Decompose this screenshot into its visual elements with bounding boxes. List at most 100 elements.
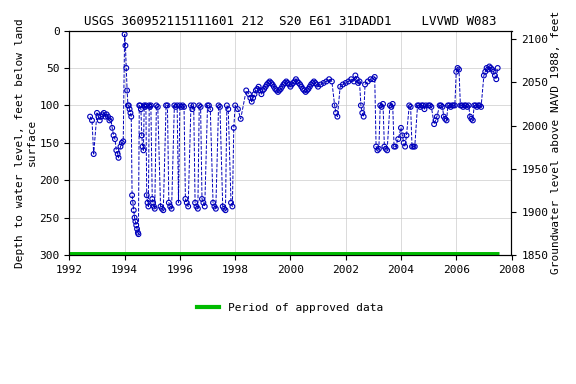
Point bbox=[95, 118, 104, 124]
Point bbox=[487, 66, 497, 73]
Point bbox=[409, 144, 418, 150]
Point bbox=[475, 103, 484, 109]
Point bbox=[492, 76, 501, 82]
Point bbox=[452, 69, 461, 75]
Point bbox=[253, 86, 262, 92]
Point bbox=[456, 103, 465, 109]
Point bbox=[417, 103, 426, 109]
Point bbox=[331, 110, 340, 116]
Point bbox=[121, 43, 130, 49]
Point bbox=[294, 80, 304, 86]
Point bbox=[449, 103, 458, 109]
Point bbox=[147, 196, 157, 202]
Point bbox=[141, 103, 150, 109]
Point bbox=[313, 84, 323, 90]
Point bbox=[298, 86, 308, 92]
Point bbox=[139, 147, 148, 153]
Point bbox=[493, 65, 502, 71]
Point bbox=[385, 103, 395, 109]
Point bbox=[341, 80, 350, 86]
Point bbox=[286, 84, 295, 90]
Point bbox=[431, 118, 440, 124]
Point bbox=[355, 78, 364, 84]
Point bbox=[287, 81, 297, 88]
Point bbox=[435, 103, 444, 109]
Point bbox=[406, 104, 415, 110]
Point bbox=[482, 65, 491, 71]
Point bbox=[135, 103, 144, 109]
Point bbox=[132, 226, 142, 232]
Point bbox=[131, 218, 140, 225]
Point bbox=[97, 114, 106, 120]
Point bbox=[363, 78, 373, 84]
Point bbox=[293, 78, 302, 84]
Point bbox=[206, 106, 215, 112]
Point bbox=[445, 103, 454, 109]
Point bbox=[248, 95, 257, 101]
Point bbox=[432, 114, 441, 120]
Point bbox=[124, 103, 134, 109]
Point bbox=[430, 121, 439, 127]
Point bbox=[195, 103, 204, 109]
Point bbox=[351, 73, 360, 79]
Point bbox=[261, 84, 270, 90]
Point bbox=[134, 231, 143, 237]
Point bbox=[424, 103, 433, 109]
Point bbox=[178, 103, 187, 109]
Point bbox=[189, 103, 198, 109]
Point bbox=[127, 192, 137, 198]
Point bbox=[316, 81, 325, 88]
Point bbox=[99, 110, 108, 116]
Point bbox=[106, 116, 115, 122]
Point bbox=[127, 114, 136, 120]
Point bbox=[319, 80, 328, 86]
Point bbox=[114, 155, 123, 161]
Point bbox=[468, 118, 478, 124]
Point bbox=[126, 110, 135, 116]
Point bbox=[448, 103, 457, 109]
Point bbox=[182, 200, 191, 206]
Point bbox=[262, 81, 271, 88]
Point bbox=[257, 91, 266, 97]
Point bbox=[191, 200, 200, 206]
Point bbox=[226, 200, 236, 206]
Point bbox=[221, 207, 230, 213]
Point bbox=[295, 81, 305, 88]
Point bbox=[104, 114, 113, 120]
Point bbox=[214, 103, 223, 109]
Point bbox=[149, 200, 158, 206]
Point bbox=[159, 207, 168, 213]
Point bbox=[228, 204, 237, 210]
Point bbox=[275, 88, 284, 94]
Point bbox=[271, 86, 280, 92]
Point bbox=[120, 31, 129, 37]
Point bbox=[112, 147, 121, 153]
Point bbox=[210, 204, 219, 210]
Point bbox=[393, 136, 403, 142]
Point bbox=[223, 106, 233, 112]
Point bbox=[359, 114, 368, 120]
Point bbox=[119, 138, 128, 144]
Point bbox=[414, 103, 423, 109]
Point bbox=[111, 136, 120, 142]
Point bbox=[152, 103, 161, 109]
Point bbox=[347, 76, 356, 82]
Point bbox=[143, 200, 152, 206]
Point bbox=[485, 63, 494, 70]
Point bbox=[161, 103, 170, 109]
Point bbox=[352, 76, 361, 82]
Point bbox=[85, 114, 94, 120]
Point bbox=[200, 204, 209, 210]
Point bbox=[149, 204, 158, 210]
Point bbox=[167, 206, 176, 212]
Point bbox=[465, 114, 475, 120]
Point bbox=[476, 104, 486, 110]
Point bbox=[196, 104, 205, 110]
Point bbox=[361, 81, 370, 88]
Point bbox=[198, 196, 207, 202]
Point bbox=[413, 103, 422, 109]
Point bbox=[139, 103, 149, 109]
Point bbox=[469, 103, 479, 109]
Point bbox=[129, 207, 138, 213]
Point bbox=[381, 146, 391, 152]
